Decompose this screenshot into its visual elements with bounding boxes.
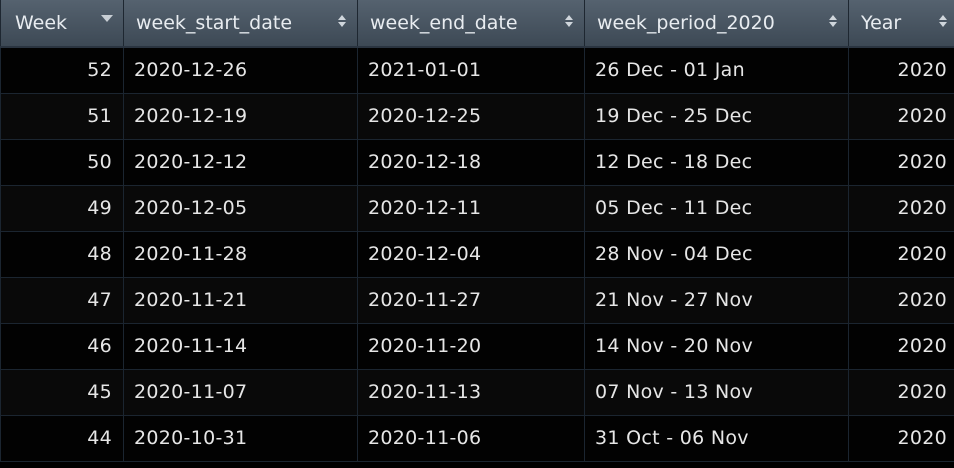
column-header-label: week_period_2020 [597,12,775,34]
cell-week-period: 19 Dec - 25 Dec [584,93,849,140]
column-header-label: Year [861,12,902,34]
table-row[interactable]: 49 2020-12-05 2020-12-11 05 Dec - 11 Dec… [0,185,954,232]
column-header-label: Week [15,12,68,34]
cell-week-start-date: 2020-12-05 [123,185,358,232]
table-row[interactable]: 48 2020-11-28 2020-12-04 28 Nov - 04 Dec… [0,231,954,278]
cell-week-period: 12 Dec - 18 Dec [584,139,849,186]
cell-week-start-date: 2020-11-28 [123,231,358,278]
cell-week-end-date: 2020-12-18 [357,139,585,186]
cell-week: 45 [0,369,124,416]
cell-week: 46 [0,323,124,370]
cell-week-period: 07 Nov - 13 Nov [584,369,849,416]
cell-week: 52 [0,47,124,94]
table-row[interactable]: 44 2020-10-31 2020-11-06 31 Oct - 06 Nov… [0,415,954,462]
sort-both-icon[interactable] [564,12,574,30]
cell-week-start-date: 2020-10-31 [123,415,358,462]
cell-week: 49 [0,185,124,232]
cell-week-end-date: 2020-11-20 [357,323,585,370]
table-row[interactable]: 50 2020-12-12 2020-12-18 12 Dec - 18 Dec… [0,139,954,186]
cell-year: 2020 [848,185,954,232]
cell-year: 2020 [848,369,954,416]
cell-week-end-date: 2020-11-27 [357,277,585,324]
table-body: 52 2020-12-26 2021-01-01 26 Dec - 01 Jan… [0,47,954,462]
table-row[interactable]: 47 2020-11-21 2020-11-27 21 Nov - 27 Nov… [0,277,954,324]
cell-week-period: 26 Dec - 01 Jan [584,47,849,94]
cell-year: 2020 [848,277,954,324]
cell-week-start-date: 2020-11-21 [123,277,358,324]
sort-descending-icon[interactable] [101,15,113,22]
cell-week-start-date: 2020-12-12 [123,139,358,186]
cell-year: 2020 [848,139,954,186]
cell-week-end-date: 2020-11-13 [357,369,585,416]
cell-year: 2020 [848,231,954,278]
table-row[interactable]: 52 2020-12-26 2021-01-01 26 Dec - 01 Jan… [0,47,954,94]
cell-week-end-date: 2021-01-01 [357,47,585,94]
sort-both-icon[interactable] [938,12,948,30]
cell-week-end-date: 2020-12-04 [357,231,585,278]
cell-year: 2020 [848,415,954,462]
cell-year: 2020 [848,47,954,94]
cell-week-start-date: 2020-11-07 [123,369,358,416]
cell-week-start-date: 2020-11-14 [123,323,358,370]
cell-week-period: 05 Dec - 11 Dec [584,185,849,232]
column-header-year[interactable]: Year [848,0,954,48]
column-header-label: week_start_date [136,12,293,34]
cell-week: 50 [0,139,124,186]
sort-both-icon[interactable] [828,12,838,30]
cell-week: 47 [0,277,124,324]
cell-week-period: 14 Nov - 20 Nov [584,323,849,370]
column-header-week-period-2020[interactable]: week_period_2020 [584,0,849,48]
cell-week-end-date: 2020-12-11 [357,185,585,232]
header-row: Week week_start_date week_end_date week_… [0,0,954,48]
cell-year: 2020 [848,93,954,140]
table-row[interactable]: 45 2020-11-07 2020-11-13 07 Nov - 13 Nov… [0,369,954,416]
sort-both-icon[interactable] [337,12,347,30]
cell-week-end-date: 2020-12-25 [357,93,585,140]
column-header-week-end-date[interactable]: week_end_date [357,0,585,48]
cell-week: 48 [0,231,124,278]
cell-week-end-date: 2020-11-06 [357,415,585,462]
column-header-label: week_end_date [370,12,518,34]
column-header-week[interactable]: Week [0,0,124,48]
column-header-week-start-date[interactable]: week_start_date [123,0,358,48]
cell-week-period: 21 Nov - 27 Nov [584,277,849,324]
cell-week-start-date: 2020-12-19 [123,93,358,140]
cell-week: 44 [0,415,124,462]
cell-week-period: 28 Nov - 04 Dec [584,231,849,278]
cell-week-start-date: 2020-12-26 [123,47,358,94]
table-row[interactable]: 46 2020-11-14 2020-11-20 14 Nov - 20 Nov… [0,323,954,370]
cell-week: 51 [0,93,124,140]
table-row[interactable]: 51 2020-12-19 2020-12-25 19 Dec - 25 Dec… [0,93,954,140]
cell-year: 2020 [848,323,954,370]
cell-week-period: 31 Oct - 06 Nov [584,415,849,462]
